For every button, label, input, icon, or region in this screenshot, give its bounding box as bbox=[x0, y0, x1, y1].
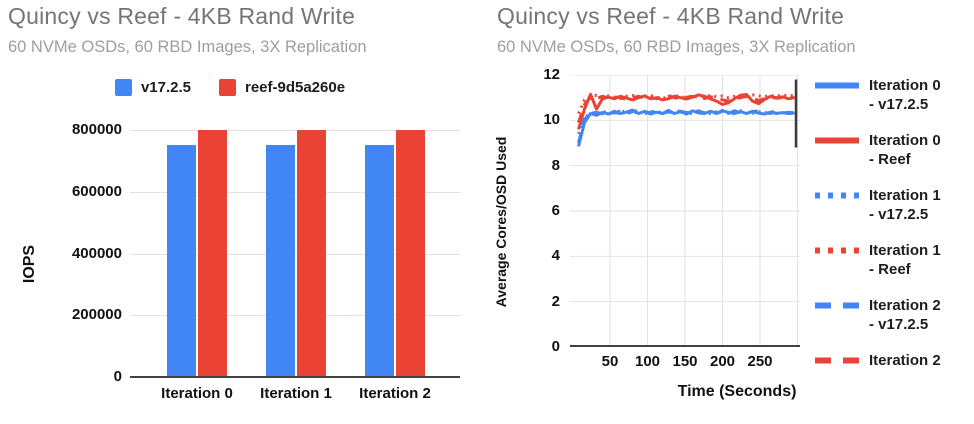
y-axis-tick-label: 0 bbox=[551, 338, 560, 355]
legend-label: Iteration 0 - Reef bbox=[869, 131, 941, 169]
legend-label: Iteration 1 - v17.2.5 bbox=[869, 186, 941, 224]
y-axis-tick-label: 800000 bbox=[71, 121, 122, 138]
y-axis-tick-label: 200000 bbox=[71, 306, 122, 324]
series-line-iteration-0-reef bbox=[577, 92, 795, 130]
bar-chart-subtitle: 60 NVMe OSDs, 60 RBD Images, 3X Replicat… bbox=[8, 38, 367, 56]
legend-label-line: Iteration 2 bbox=[869, 352, 941, 369]
legend-label: Iteration 2 - v17.2.5 bbox=[869, 296, 941, 334]
x-axis-line bbox=[130, 376, 460, 378]
bar-chart: Quincy vs Reef - 4KB Rand Write 60 NVMe … bbox=[0, 3, 460, 402]
bar-iteration-1-v17.2.5 bbox=[266, 145, 295, 377]
legend-label: reef-9d5a260e bbox=[244, 79, 346, 96]
series-line-iteration-2-v17-2-5 bbox=[577, 108, 795, 144]
series-line-iteration-2 bbox=[577, 94, 795, 124]
legend-item-iteration-1-v17-2-5: Iteration 1 - v17.2.5 bbox=[815, 186, 941, 224]
legend-item-iteration-0-v17-2-5: Iteration 0 - v17.2.5 bbox=[815, 76, 941, 114]
series-line-iteration-0-v17-2-5 bbox=[577, 108, 795, 147]
legend-swatch-icon bbox=[218, 79, 236, 96]
legend-label: Iteration 1 - Reef bbox=[869, 241, 941, 279]
line-chart-x-axis-title: Time (Seconds) bbox=[677, 383, 797, 400]
legend-label-line: - v17.2.5 bbox=[869, 96, 929, 113]
y-axis-tick-label: 0 bbox=[113, 368, 122, 385]
y-axis-tick-label: 400000 bbox=[71, 244, 122, 262]
legend-line-swatch-icon bbox=[815, 82, 859, 89]
x-axis-tick-label: 50 bbox=[601, 353, 619, 370]
legend-label-line: - v17.2.5 bbox=[869, 206, 929, 223]
y-axis-tick-label: 8 bbox=[551, 156, 560, 174]
x-axis-category-label: Iteration 1 bbox=[260, 385, 332, 402]
legend-line-swatch-icon bbox=[815, 357, 859, 364]
y-axis-tick-label: 10 bbox=[543, 111, 560, 129]
legend-line-swatch-icon bbox=[815, 137, 859, 144]
legend-label-line: Iteration 0 bbox=[869, 77, 941, 94]
bar-iteration-2-reef-9d5a260e bbox=[396, 130, 425, 377]
line-chart: Quincy vs Reef - 4KB Rand Write 60 NVMe … bbox=[487, 0, 974, 424]
legend-label-line: - Reef bbox=[869, 151, 911, 168]
bar-iteration-0-reef-9d5a260e bbox=[198, 130, 227, 377]
bar-chart-y-axis-title: IOPS bbox=[21, 244, 38, 284]
bar-iteration-1-reef-9d5a260e bbox=[297, 130, 326, 377]
legend-label-line: Iteration 0 bbox=[869, 132, 941, 149]
line-chart-title: Quincy vs Reef - 4KB Rand Write bbox=[497, 3, 845, 29]
line-chart-plot-area bbox=[570, 75, 800, 347]
bar-chart-legend: v17.2.5 reef-9d5a260e bbox=[0, 79, 460, 96]
legend-item-iteration-2: Iteration 2 bbox=[815, 351, 941, 370]
legend-item-iteration-0-reef: Iteration 0 - Reef bbox=[815, 131, 941, 169]
x-axis-category-label: Iteration 2 bbox=[359, 385, 431, 402]
legend-line-swatch-icon bbox=[815, 247, 859, 254]
legend-line-swatch-icon bbox=[815, 192, 859, 199]
bar-chart-title: Quincy vs Reef - 4KB Rand Write bbox=[8, 3, 356, 29]
y-gridline bbox=[130, 130, 460, 131]
legend-label-line: Iteration 1 bbox=[869, 187, 941, 204]
legend-label: Iteration 0 - v17.2.5 bbox=[869, 76, 941, 114]
y-axis-tick-label: 2 bbox=[551, 292, 560, 310]
y-axis-tick-label: 600000 bbox=[71, 182, 122, 200]
x-axis-tick-label: 150 bbox=[672, 353, 698, 370]
legend-swatch-icon bbox=[114, 79, 132, 96]
legend-item-reef-9d5a260e: reef-9d5a260e bbox=[218, 79, 346, 96]
bar-iteration-0-v17.2.5 bbox=[167, 145, 196, 377]
bar-iteration-2-v17.2.5 bbox=[365, 145, 394, 377]
legend-item-v17.2.5: v17.2.5 bbox=[114, 79, 191, 96]
x-axis-category-label: Iteration 0 bbox=[161, 385, 233, 402]
legend-line-swatch-icon bbox=[815, 302, 859, 309]
x-axis-tick-label: 200 bbox=[709, 353, 736, 370]
y-gridline bbox=[130, 315, 460, 317]
legend-label-line: - v17.2.5 bbox=[869, 316, 929, 333]
y-axis-tick-label: 12 bbox=[543, 66, 560, 83]
y-axis-tick-label: 6 bbox=[551, 202, 560, 219]
series-line-iteration-1-reef bbox=[577, 93, 795, 115]
legend-label-line: Iteration 1 bbox=[869, 242, 941, 259]
y-gridline bbox=[130, 191, 460, 193]
legend-label-line: - Reef bbox=[869, 261, 911, 278]
legend-item-iteration-2-v17-2-5: Iteration 2 - v17.2.5 bbox=[815, 296, 941, 334]
x-axis-tick-label: 100 bbox=[634, 353, 661, 370]
y-axis-tick-label: 4 bbox=[551, 247, 560, 265]
line-chart-subtitle: 60 NVMe OSDs, 60 RBD Images, 3X Replicat… bbox=[497, 38, 856, 56]
legend-label: v17.2.5 bbox=[140, 79, 191, 96]
y-gridline bbox=[130, 253, 460, 255]
x-axis-tick-label: 250 bbox=[747, 353, 773, 370]
line-chart-y-axis-title: Average Cores/OSD Used bbox=[493, 136, 509, 308]
legend-label: Iteration 2 bbox=[869, 351, 941, 370]
legend-label-line: Iteration 2 bbox=[869, 297, 941, 314]
legend-item-iteration-1-reef: Iteration 1 - Reef bbox=[815, 241, 941, 279]
